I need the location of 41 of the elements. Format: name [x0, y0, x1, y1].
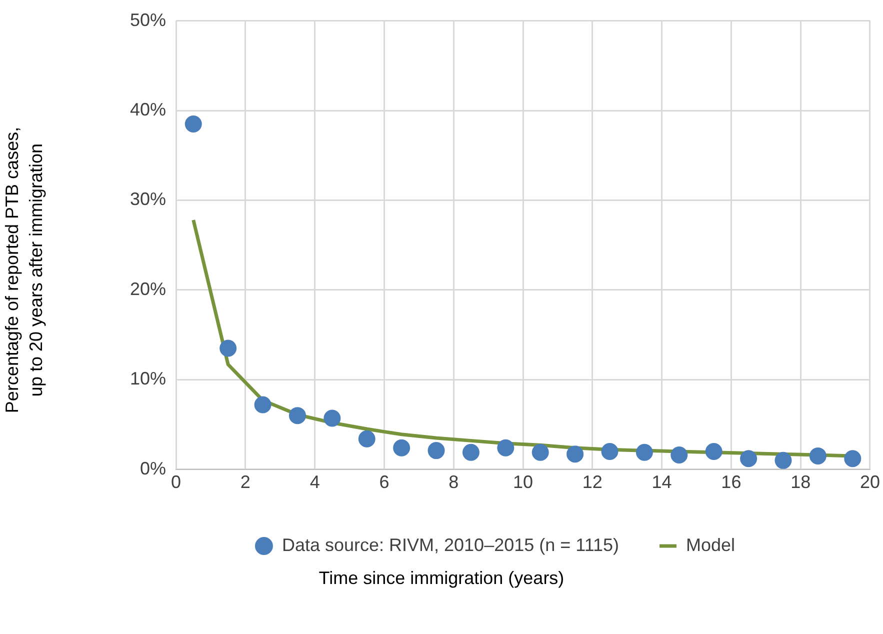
y-tick-label: 30%: [130, 189, 166, 210]
point: [462, 444, 480, 461]
point: [636, 444, 653, 461]
y-tick-label: 50%: [130, 10, 166, 30]
legend-label: Data source: RIVM, 2010–2015 (n = 1115): [282, 534, 620, 555]
x-tick-label: 4: [310, 472, 320, 492]
legend-label: Model: [686, 534, 736, 555]
y-tick-label: 0%: [140, 458, 166, 478]
x-tick-label: 18: [790, 472, 811, 492]
point: [288, 407, 306, 424]
x-tick-label: 0: [171, 472, 182, 492]
point: [358, 430, 376, 448]
point: [844, 450, 862, 468]
point: [566, 446, 584, 463]
x-tick-label: 8: [448, 472, 459, 492]
point: [670, 446, 688, 464]
point: [705, 442, 722, 460]
x-tick-label: 14: [652, 472, 672, 492]
x-axis-title: Time since immigration (years): [318, 568, 566, 589]
x-tick-label: 12: [582, 472, 602, 492]
point: [774, 452, 792, 469]
point: [740, 450, 758, 468]
point: [601, 442, 618, 460]
point: [809, 447, 826, 464]
point: [497, 439, 514, 456]
point: [254, 396, 272, 414]
point: [220, 340, 237, 357]
y-tick-label: 10%: [130, 368, 166, 389]
x-tick-label: 6: [379, 472, 390, 492]
x-tick-label: 20: [860, 472, 880, 492]
y-tick-label: 40%: [130, 99, 166, 120]
x-tick-label: 10: [512, 472, 534, 492]
point: [428, 442, 445, 460]
y-tick-label: 20%: [130, 278, 166, 299]
point: [324, 410, 341, 427]
point: [532, 444, 549, 461]
point: [393, 439, 410, 456]
point: [184, 115, 202, 132]
x-tick-label: 2: [240, 472, 250, 492]
x-tick-label: 16: [721, 472, 742, 492]
y-axis-title: Percentagfe of reported PTB cases, up to 20 years after immigration: [1, 126, 47, 416]
